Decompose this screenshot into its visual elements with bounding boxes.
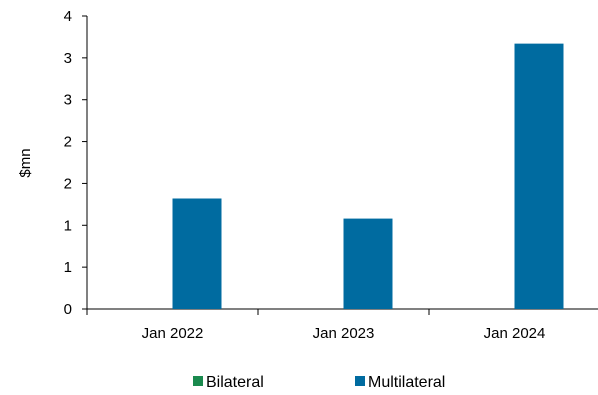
- bars: [172, 43, 564, 310]
- y-tick-label: 1: [64, 217, 72, 234]
- y-axis: 0 1 1 2 2 3 3 4: [64, 8, 88, 318]
- legend-swatch-bilateral: [193, 376, 203, 386]
- y-tick-label: 1: [64, 259, 72, 276]
- y-tick-label: 2: [64, 175, 72, 192]
- y-tick-label: 3: [64, 92, 72, 109]
- y-tick-label: 2: [64, 134, 72, 151]
- legend-swatch-multilateral: [355, 376, 365, 386]
- bar-multilateral-0: [172, 198, 222, 309]
- y-tick-label: 0: [64, 301, 72, 318]
- y-tick-label: 3: [64, 50, 72, 67]
- bar-multilateral-1: [343, 218, 393, 309]
- x-axis: Jan 2022 Jan 2023 Jan 2024: [86, 308, 598, 342]
- legend-label-multilateral: Multilateral: [368, 374, 445, 391]
- x-tick-label: Jan 2022: [142, 325, 204, 342]
- x-tick-label: Jan 2023: [313, 325, 375, 342]
- y-tick-label: 4: [64, 8, 72, 25]
- bar-multilateral-2: [514, 43, 564, 310]
- y-axis-title: $mn: [17, 148, 34, 177]
- x-tick-label: Jan 2024: [484, 325, 546, 342]
- legend-label-bilateral: Bilateral: [206, 374, 264, 391]
- legend: Bilateral Multilateral: [193, 374, 445, 391]
